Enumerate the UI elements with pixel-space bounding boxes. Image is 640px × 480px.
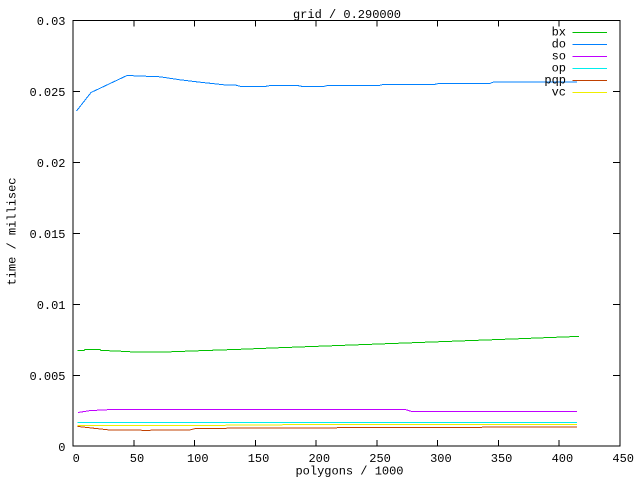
svg-text:do: do [552, 38, 566, 52]
svg-text:200: 200 [308, 452, 330, 466]
svg-text:vc: vc [552, 86, 566, 100]
svg-text:250: 250 [369, 452, 391, 466]
svg-text:pqp: pqp [544, 74, 566, 88]
svg-text:0.005: 0.005 [29, 370, 65, 384]
svg-text:so: so [552, 50, 566, 64]
svg-text:op: op [552, 62, 566, 76]
svg-text:50: 50 [130, 452, 144, 466]
svg-text:0.02: 0.02 [37, 157, 66, 171]
svg-text:0.03: 0.03 [37, 15, 66, 29]
svg-text:150: 150 [248, 452, 270, 466]
svg-text:0.01: 0.01 [37, 299, 66, 313]
svg-text:350: 350 [491, 452, 513, 466]
svg-text:450: 450 [612, 452, 634, 466]
svg-text:polygons / 1000: polygons / 1000 [295, 465, 403, 479]
svg-text:300: 300 [430, 452, 452, 466]
svg-text:400: 400 [552, 452, 574, 466]
svg-text:0: 0 [58, 441, 65, 455]
svg-text:100: 100 [187, 452, 209, 466]
svg-text:0.015: 0.015 [29, 228, 65, 242]
svg-text:bx: bx [552, 26, 566, 40]
svg-text:0: 0 [73, 452, 80, 466]
svg-text:grid / 0.290000: grid / 0.290000 [293, 8, 401, 22]
svg-text:time / millisec: time / millisec [6, 177, 20, 285]
svg-text:0.025: 0.025 [29, 86, 65, 100]
